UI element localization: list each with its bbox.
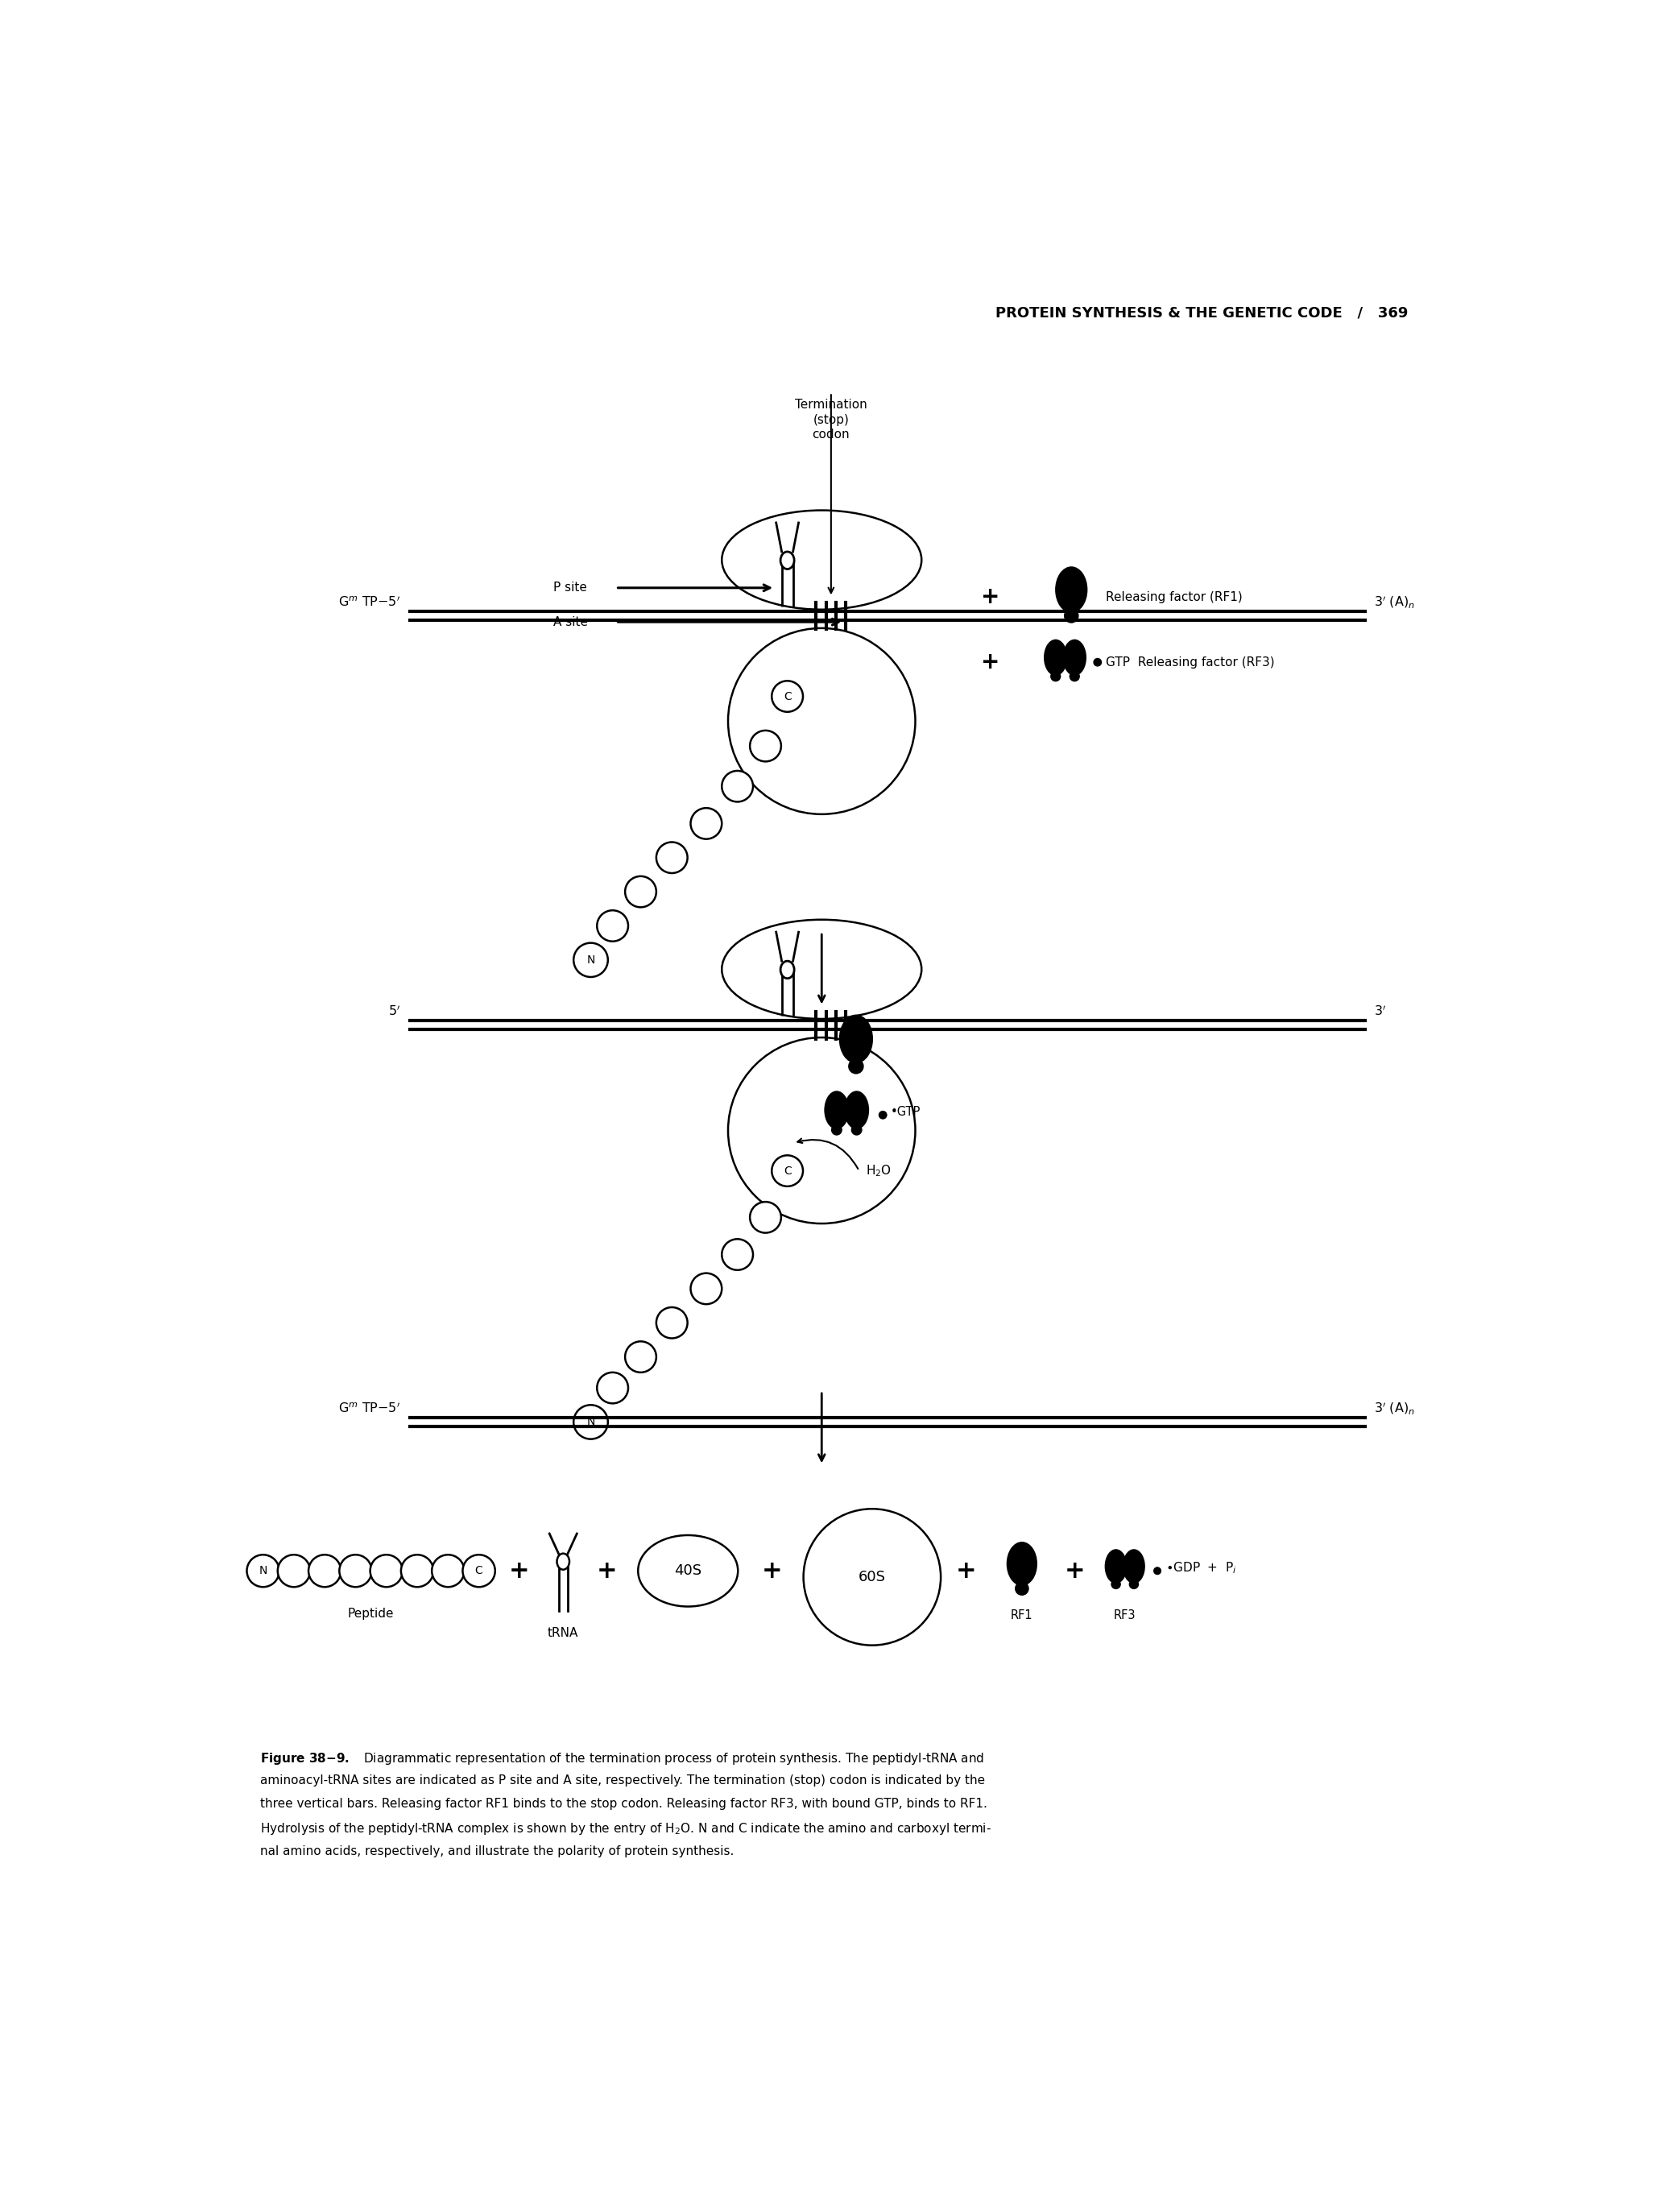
Circle shape bbox=[1094, 659, 1102, 666]
Text: H$_2$O: H$_2$O bbox=[865, 1163, 890, 1178]
Text: Hydrolysis of the peptidyl-tRNA complex is shown by the entry of H$_2$O. N and C: Hydrolysis of the peptidyl-tRNA complex … bbox=[260, 1822, 991, 1837]
Text: 3$'$ (A)$_n$: 3$'$ (A)$_n$ bbox=[1374, 595, 1415, 610]
Text: Releasing factor (RF1): Releasing factor (RF1) bbox=[1105, 590, 1243, 604]
Circle shape bbox=[625, 1342, 657, 1373]
Circle shape bbox=[722, 772, 753, 803]
Circle shape bbox=[1152, 1568, 1161, 1574]
Ellipse shape bbox=[1105, 1550, 1127, 1583]
Ellipse shape bbox=[781, 553, 795, 568]
Circle shape bbox=[852, 1125, 862, 1136]
Text: +: + bbox=[596, 1559, 617, 1583]
Circle shape bbox=[573, 1404, 608, 1439]
Ellipse shape bbox=[1063, 639, 1087, 677]
Text: 40S: 40S bbox=[674, 1563, 702, 1579]
Text: N: N bbox=[586, 955, 595, 966]
Text: nal amino acids, respectively, and illustrate the polarity of protein synthesis.: nal amino acids, respectively, and illus… bbox=[260, 1844, 734, 1857]
Text: RF3: RF3 bbox=[1114, 1610, 1136, 1621]
Circle shape bbox=[749, 1203, 781, 1234]
Text: N: N bbox=[259, 1565, 267, 1576]
Text: tRNA: tRNA bbox=[548, 1627, 578, 1638]
Text: +: + bbox=[1065, 1559, 1085, 1583]
Circle shape bbox=[690, 807, 722, 838]
Text: C: C bbox=[475, 1565, 482, 1576]
Ellipse shape bbox=[722, 511, 922, 610]
Text: 5$'$: 5$'$ bbox=[388, 1004, 400, 1019]
Text: PROTEIN SYNTHESIS & THE GENETIC CODE   /   369: PROTEIN SYNTHESIS & THE GENETIC CODE / 3… bbox=[996, 305, 1408, 321]
Circle shape bbox=[462, 1554, 496, 1587]
Circle shape bbox=[1050, 672, 1062, 681]
Circle shape bbox=[402, 1554, 433, 1587]
Text: Termination
(stop)
codon: Termination (stop) codon bbox=[795, 398, 867, 440]
Circle shape bbox=[1068, 672, 1080, 681]
Text: 3$'$: 3$'$ bbox=[1374, 1004, 1386, 1019]
Circle shape bbox=[432, 1554, 464, 1587]
Text: 60S: 60S bbox=[858, 1570, 885, 1585]
Text: +: + bbox=[763, 1559, 783, 1583]
Circle shape bbox=[657, 1307, 687, 1338]
Circle shape bbox=[1129, 1579, 1139, 1590]
Text: N: N bbox=[586, 1417, 595, 1428]
Text: 3$'$ (A)$_n$: 3$'$ (A)$_n$ bbox=[1374, 1400, 1415, 1417]
Ellipse shape bbox=[722, 920, 922, 1019]
Text: +: + bbox=[981, 650, 1000, 674]
Circle shape bbox=[1063, 608, 1079, 624]
Ellipse shape bbox=[781, 962, 795, 979]
Text: G$^m$ TP$-$5$'$: G$^m$ TP$-$5$'$ bbox=[338, 1402, 400, 1415]
Text: RF1: RF1 bbox=[1011, 1610, 1033, 1621]
Ellipse shape bbox=[825, 1090, 848, 1130]
Circle shape bbox=[657, 842, 687, 873]
Circle shape bbox=[309, 1554, 341, 1587]
Circle shape bbox=[803, 1508, 941, 1645]
Text: P site: P site bbox=[553, 581, 586, 595]
Circle shape bbox=[771, 1156, 803, 1187]
Ellipse shape bbox=[556, 1554, 570, 1570]
Text: $\bf{Figure\ 38{-}9.}$   Diagrammatic representation of the termination process : $\bf{Figure\ 38{-}9.}$ Diagrammatic repr… bbox=[260, 1751, 984, 1767]
Text: +: + bbox=[509, 1559, 529, 1583]
Circle shape bbox=[722, 1238, 753, 1269]
Circle shape bbox=[596, 911, 628, 942]
Circle shape bbox=[370, 1554, 403, 1587]
Ellipse shape bbox=[1122, 1550, 1146, 1583]
Text: +: + bbox=[956, 1559, 976, 1583]
Circle shape bbox=[771, 681, 803, 712]
Ellipse shape bbox=[727, 1037, 916, 1223]
Ellipse shape bbox=[638, 1534, 738, 1607]
Circle shape bbox=[749, 730, 781, 761]
Circle shape bbox=[596, 1373, 628, 1404]
Circle shape bbox=[848, 1059, 864, 1075]
Circle shape bbox=[1015, 1581, 1030, 1596]
Ellipse shape bbox=[843, 1090, 869, 1130]
Circle shape bbox=[277, 1554, 311, 1587]
Circle shape bbox=[832, 1125, 842, 1136]
Circle shape bbox=[625, 876, 657, 907]
Text: three vertical bars. Releasing factor RF1 binds to the stop codon. Releasing fac: three vertical bars. Releasing factor RF… bbox=[260, 1798, 988, 1811]
Text: Peptide: Peptide bbox=[348, 1607, 395, 1621]
Ellipse shape bbox=[1043, 639, 1067, 677]
Text: +: + bbox=[981, 586, 1000, 608]
Circle shape bbox=[339, 1554, 371, 1587]
Text: G$^m$ TP$-$5$'$: G$^m$ TP$-$5$'$ bbox=[338, 595, 400, 608]
Ellipse shape bbox=[727, 628, 916, 814]
Ellipse shape bbox=[1006, 1541, 1037, 1585]
Text: $\bullet$GDP  +  P$_i$: $\bullet$GDP + P$_i$ bbox=[1166, 1561, 1236, 1574]
Circle shape bbox=[690, 1274, 722, 1304]
Circle shape bbox=[1110, 1579, 1121, 1590]
Text: •GTP: •GTP bbox=[890, 1106, 921, 1119]
Text: C: C bbox=[783, 1165, 791, 1176]
Ellipse shape bbox=[838, 1015, 874, 1063]
Text: C: C bbox=[783, 690, 791, 703]
Circle shape bbox=[247, 1554, 279, 1587]
Text: GTP  Releasing factor (RF3): GTP Releasing factor (RF3) bbox=[1105, 657, 1275, 668]
Ellipse shape bbox=[1055, 566, 1087, 612]
Circle shape bbox=[573, 942, 608, 977]
Text: A site: A site bbox=[553, 617, 588, 628]
Circle shape bbox=[879, 1110, 887, 1119]
Text: aminoacyl-tRNA sites are indicated as P site and A site, respectively. The termi: aminoacyl-tRNA sites are indicated as P … bbox=[260, 1773, 984, 1786]
